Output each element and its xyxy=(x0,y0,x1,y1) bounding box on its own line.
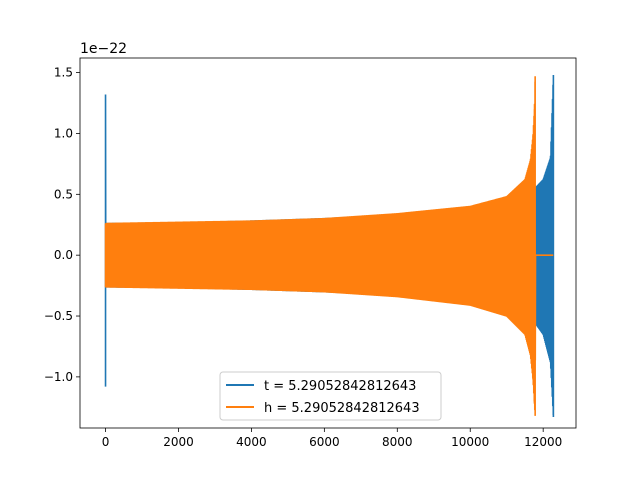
y-tick-label: 0.0 xyxy=(54,248,73,262)
x-tick-label: 0 xyxy=(102,435,110,449)
legend-box xyxy=(219,371,442,421)
x-axis: 0 2000 4000 6000 8000 10000 12000 xyxy=(102,428,562,449)
x-tick-label: 12000 xyxy=(524,435,562,449)
series-layer xyxy=(104,75,555,418)
legend: t = 5.29052842812643 h = 5.2905284281264… xyxy=(219,371,442,421)
legend-label-t: t = 5.29052842812643 xyxy=(264,379,416,394)
y-tick-label: −1.0 xyxy=(44,370,73,384)
x-tick-label: 10000 xyxy=(451,435,489,449)
legend-label-h: h = 5.29052842812643 xyxy=(264,401,420,416)
y-tick-label: 1.0 xyxy=(54,126,73,140)
y-tick-label: −0.5 xyxy=(44,309,73,323)
x-tick-label: 2000 xyxy=(163,435,194,449)
x-tick-label: 8000 xyxy=(382,435,413,449)
series-line-h xyxy=(104,76,554,416)
plot-frame xyxy=(79,57,577,429)
x-tick-label: 4000 xyxy=(236,435,267,449)
y-offset-text: 1e−22 xyxy=(80,41,127,57)
y-axis: −1.0 −0.5 0.0 0.5 1.0 1.5 xyxy=(44,66,80,384)
y-tick-label: 1.5 xyxy=(54,66,73,80)
y-tick-label: 0.5 xyxy=(54,187,73,201)
x-tick-label: 6000 xyxy=(309,435,340,449)
